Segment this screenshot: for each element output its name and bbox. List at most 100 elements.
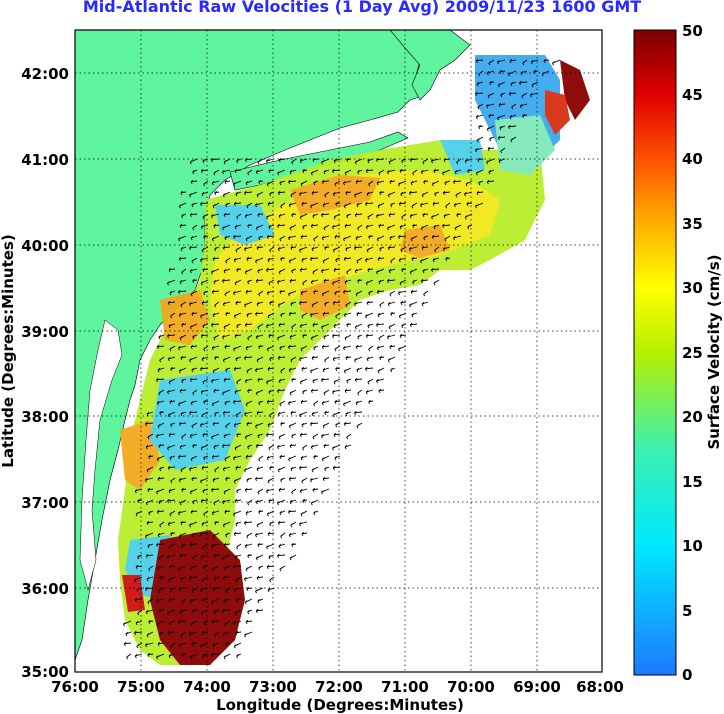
velocity-arrow [225, 476, 231, 482]
velocity-arrow [278, 543, 286, 549]
velocity-arrow [324, 245, 330, 251]
velocity-arrow [302, 333, 308, 339]
y-tick-label: 42:00 [21, 65, 69, 83]
velocity-arrow [279, 510, 286, 516]
velocity-arrow [478, 124, 484, 130]
velocity-arrow [343, 202, 352, 209]
velocity-arrow [244, 213, 253, 219]
velocity-arrow [178, 421, 187, 427]
velocity-arrow [299, 465, 308, 471]
colorbar [633, 29, 677, 676]
velocity-arrow [289, 334, 297, 340]
velocity-arrow [356, 367, 363, 373]
velocity-arrow [509, 58, 517, 64]
velocity-arrow [301, 477, 308, 484]
velocity-arrow [189, 653, 198, 660]
velocity-arrow [258, 455, 264, 462]
velocity-arrow [354, 158, 363, 165]
velocity-arrow [299, 378, 308, 385]
velocity-arrow [233, 399, 242, 405]
velocity-arrow [258, 400, 264, 406]
velocity-arrow [190, 400, 198, 406]
velocity-arrow [310, 444, 319, 450]
velocity-arrow [255, 587, 264, 594]
velocity-arrow [202, 653, 209, 659]
velocity-arrow [465, 180, 473, 187]
velocity-arrow [379, 190, 385, 196]
velocity-arrow [244, 301, 253, 308]
velocity-arrow [168, 543, 176, 550]
velocity-arrow [123, 641, 132, 647]
velocity-arrow [310, 279, 319, 285]
velocity-arrow [488, 113, 495, 119]
y-tick-label: 36:00 [21, 580, 69, 598]
velocity-arrow [266, 234, 275, 240]
velocity-arrow [500, 92, 506, 98]
velocity-arrow [321, 455, 330, 462]
velocity-arrow [423, 235, 429, 241]
velocity-arrow [255, 554, 264, 561]
velocity-arrow [322, 202, 330, 208]
velocity-arrow [277, 466, 286, 473]
velocity-arrow [212, 256, 220, 262]
velocity-arrow [412, 223, 418, 229]
velocity-arrow [145, 421, 154, 427]
colorbar-tick: 30 [682, 279, 703, 297]
x-tick-label: 74:00 [183, 678, 231, 696]
velocity-arrow [225, 202, 231, 208]
velocity-arrow [167, 411, 176, 418]
velocity-arrow [190, 620, 198, 627]
velocity-arrow [313, 454, 319, 460]
velocity-arrow [313, 400, 319, 407]
velocity-arrow [324, 356, 330, 363]
velocity-arrow [200, 477, 209, 484]
velocity-arrow [244, 433, 253, 440]
velocity-arrow [147, 433, 154, 440]
velocity-arrow [278, 268, 286, 275]
velocity-arrow [156, 620, 165, 627]
velocity-arrow [421, 245, 429, 251]
velocity-arrow [167, 609, 176, 616]
velocity-arrow [497, 59, 506, 65]
velocity-arrow [268, 444, 275, 451]
velocity-arrow [167, 279, 176, 286]
velocity-arrow [365, 366, 374, 372]
velocity-arrow [233, 366, 242, 372]
velocity-arrow [189, 268, 198, 274]
velocity-arrow [323, 389, 330, 396]
velocity-arrow [181, 543, 187, 549]
velocity-arrow [159, 521, 165, 528]
velocity-arrow [412, 169, 418, 176]
colorbar-tick: 25 [682, 344, 703, 362]
velocity-arrow [214, 576, 220, 582]
velocity-arrow [310, 256, 319, 262]
velocity-arrow [279, 289, 286, 295]
velocity-arrow [235, 246, 242, 253]
colorbar-tick: 5 [682, 602, 692, 620]
chart-title: Mid-Atlantic Raw Velocities (1 Day Avg) … [82, 0, 642, 16]
velocity-arrow [256, 191, 264, 198]
velocity-arrow [333, 378, 341, 385]
velocity-arrow [313, 180, 319, 186]
velocity-arrow [235, 465, 242, 471]
velocity-arrow [203, 455, 209, 461]
velocity-arrow [233, 257, 242, 263]
velocity-arrow [189, 410, 198, 416]
velocity-arrow [387, 245, 396, 251]
velocity-arrow [445, 256, 451, 262]
velocity-arrow [211, 652, 220, 658]
velocity-arrow [300, 290, 308, 296]
velocity-arrow [156, 377, 165, 383]
velocity-arrow [212, 532, 220, 539]
colorbar-tick: 20 [682, 408, 703, 426]
velocity-arrow [257, 488, 264, 495]
velocity-arrow [233, 234, 242, 240]
velocity-arrow [477, 157, 484, 163]
velocity-arrow [214, 301, 220, 308]
velocity-arrow [156, 565, 165, 571]
velocity-arrow [288, 476, 297, 482]
velocity-arrow [423, 290, 429, 297]
velocity-arrow [224, 565, 231, 571]
velocity-arrow [255, 422, 264, 429]
